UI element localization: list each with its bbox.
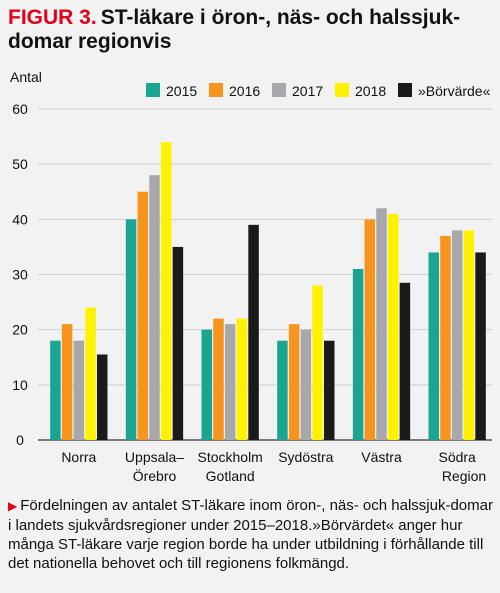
- bar: [61, 324, 73, 440]
- legend-label: 2017: [292, 83, 323, 99]
- bar: [428, 252, 440, 440]
- y-tick-label: 40: [12, 211, 28, 227]
- bar: [96, 354, 108, 440]
- bar: [149, 175, 160, 440]
- x-axis-label: Region: [442, 468, 486, 484]
- caption-marker-icon: ▶: [8, 499, 18, 513]
- bar: [248, 224, 259, 440]
- bar: [172, 246, 184, 440]
- x-tick-label: Stockholm: [197, 449, 262, 465]
- figure-caption: ▶ Fördelningen av antalet ST-läkare inom …: [8, 496, 494, 573]
- bar: [475, 252, 486, 440]
- bar: [451, 230, 463, 440]
- x-tick-label: Norra: [61, 449, 96, 465]
- legend-label: »Börvärde«: [418, 83, 491, 99]
- bar: [376, 208, 387, 440]
- legend-swatch: [146, 83, 160, 97]
- bar: [236, 318, 248, 440]
- y-tick-label: 30: [12, 267, 28, 283]
- figure-title-text: ST-läkare i öron-, näs- och halssjuk-dom…: [8, 6, 461, 53]
- bar: [213, 318, 224, 440]
- y-axis-label: Antal: [10, 69, 42, 85]
- bar: [323, 340, 335, 440]
- legend-swatch: [272, 83, 286, 97]
- x-tick-label: Sydöstra: [278, 449, 333, 465]
- y-tick-label: 60: [12, 101, 28, 117]
- x-tick-label: Gotland: [206, 468, 255, 484]
- bar: [463, 230, 475, 440]
- legend-swatch: [335, 83, 349, 97]
- bar: [300, 329, 312, 440]
- bar: [224, 324, 236, 440]
- bar: [352, 268, 364, 440]
- bar: [73, 340, 85, 440]
- caption-text: Fördelningen av antalet ST-läkare inom ö…: [8, 497, 493, 572]
- legend-swatch: [398, 83, 412, 97]
- bar: [288, 324, 300, 440]
- bar: [440, 235, 451, 440]
- bar: [277, 340, 288, 440]
- y-tick-label: 20: [12, 322, 28, 338]
- bar: [387, 213, 399, 440]
- x-tick-label: Örebro: [133, 467, 177, 484]
- y-tick-label: 0: [16, 432, 24, 448]
- bar: [160, 142, 172, 440]
- bar-chart: 0 10 20 30 40 50 60 Antal 2015 2016 2017 2018 »Börvä…: [10, 69, 492, 484]
- bar: [85, 307, 96, 440]
- bar: [50, 340, 61, 440]
- legend-swatch: [209, 83, 223, 97]
- legend-label: 2018: [355, 83, 386, 99]
- bar: [399, 282, 411, 440]
- legend-label: 2016: [229, 83, 260, 99]
- x-tick-label: Uppsala–: [125, 449, 184, 465]
- bar: [312, 285, 323, 440]
- legend-label: 2015: [166, 83, 197, 99]
- figure-number: FIGUR 3.: [8, 6, 97, 29]
- bar: [364, 219, 376, 440]
- figure-title: FIGUR 3. ST-läkare i öron-, näs- och hals…: [8, 6, 488, 54]
- y-tick-label: 10: [12, 377, 28, 393]
- bar: [125, 219, 137, 440]
- bar: [201, 329, 213, 440]
- x-tick-label: Södra: [438, 449, 476, 465]
- x-tick-label: Västra: [361, 449, 402, 465]
- bar: [137, 191, 149, 440]
- y-tick-label: 50: [12, 156, 28, 172]
